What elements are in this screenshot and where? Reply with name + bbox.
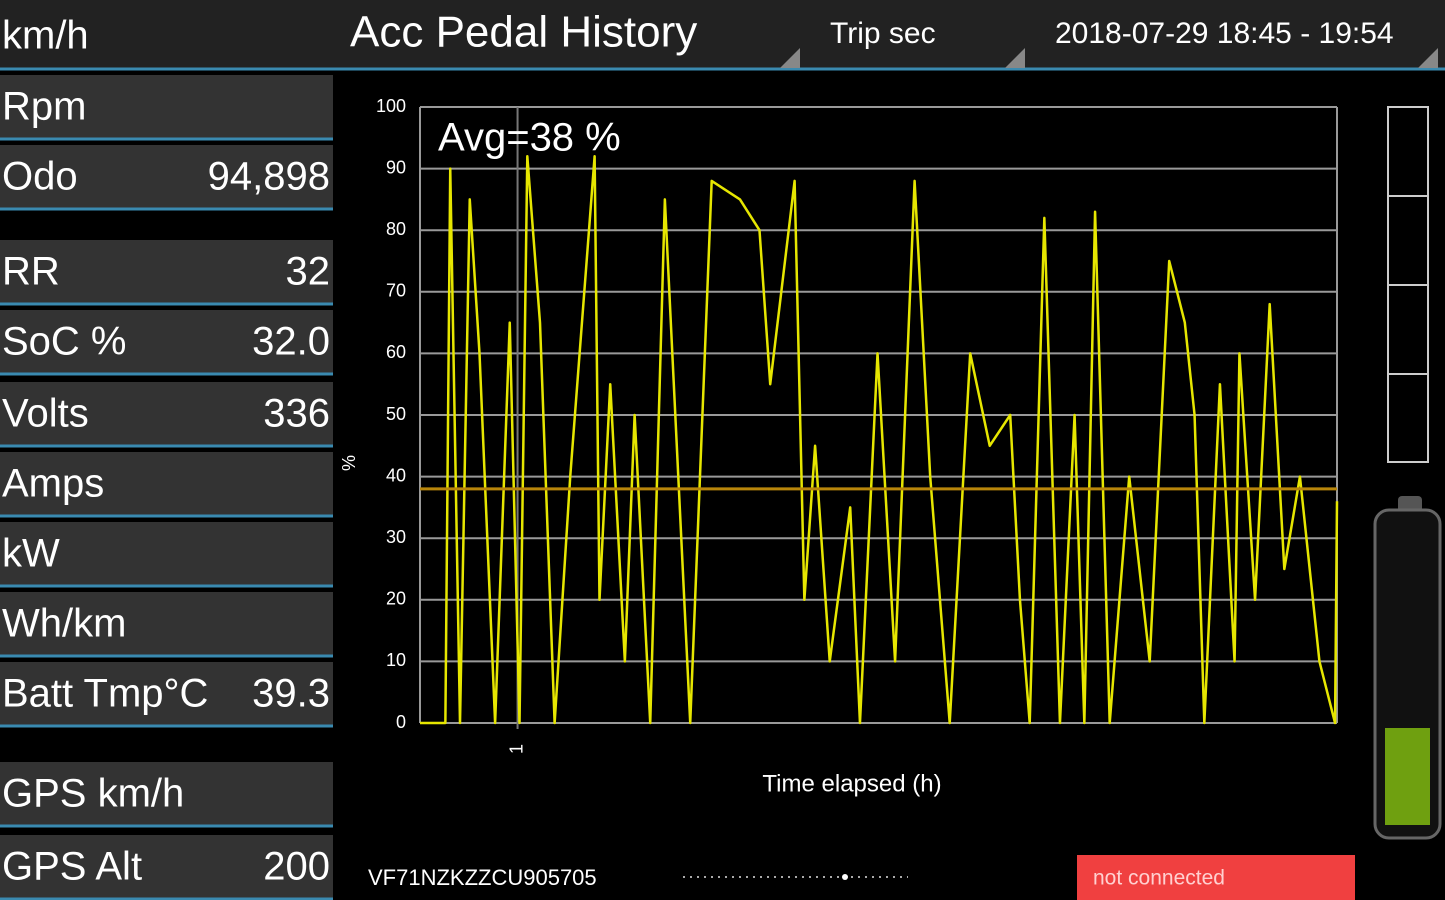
y-tick-label: 50 <box>386 404 406 424</box>
row-value: 39.3 <box>252 672 330 716</box>
row-label: Odo <box>2 155 78 199</box>
speed-unit[interactable]: km/h <box>2 14 89 58</box>
row-label: Wh/km <box>2 602 126 646</box>
x-tick-label: 1 <box>506 744 526 754</box>
row-label: Rpm <box>2 85 86 129</box>
chart: 0 10 20 30 40 50 60 70 80 90 100 1% Time elapsed (h)… <box>339 96 1339 797</box>
row-value: 200 <box>263 845 330 889</box>
row-label: GPS km/h <box>2 772 184 816</box>
screen-title[interactable]: Acc Pedal History <box>350 8 697 57</box>
panel-row <box>0 382 333 445</box>
page-indicator-dot <box>842 874 848 880</box>
battery-level <box>1385 728 1430 825</box>
side-panel: Rpm Odo 94,898 RR 32 SoC % 32.0 Volts 336 Amps kW W… <box>0 75 333 900</box>
row-label: Volts <box>2 392 89 436</box>
panel-row <box>0 762 333 825</box>
row-value: 32.0 <box>252 320 330 364</box>
row-label: Batt Tmp°C <box>2 672 208 716</box>
panel-row <box>0 452 333 515</box>
dropdown-corner <box>780 48 800 68</box>
row-value: 336 <box>263 392 330 436</box>
y-axis-label: % <box>339 455 359 471</box>
y-tick-label: 30 <box>386 527 406 547</box>
row-label: SoC % <box>2 320 127 364</box>
panel-row <box>0 835 333 898</box>
average-annotation: Avg=38 % <box>438 116 621 160</box>
y-tick-label: 0 <box>396 712 406 732</box>
data-line <box>420 155 1339 725</box>
header-bar <box>0 0 1445 68</box>
panel-row <box>0 240 333 303</box>
y-tick-label: 90 <box>386 157 406 177</box>
time-range[interactable]: 2018-07-29 18:45 - 19:54 <box>1055 17 1394 50</box>
mode-selector[interactable]: Trip sec <box>830 17 936 50</box>
panel-row <box>0 75 333 138</box>
y-tick-label: 100 <box>376 96 406 116</box>
vin: VF71NZKZZCU905705 <box>368 865 597 890</box>
status-box[interactable] <box>1077 855 1355 900</box>
dropdown-corner <box>1005 48 1025 68</box>
panel-row <box>0 145 333 208</box>
row-label: RR <box>2 250 60 294</box>
y-tick-label: 20 <box>386 589 406 609</box>
panel-row <box>0 522 333 585</box>
row-value: 32 <box>286 250 331 294</box>
panel-row <box>0 592 333 655</box>
y-tick-label: 70 <box>386 281 406 301</box>
y-tick-label: 60 <box>386 342 406 362</box>
y-tick-label: 80 <box>386 219 406 239</box>
battery-cap <box>1398 496 1422 512</box>
y-tick-label: 10 <box>386 650 406 670</box>
row-label: Amps <box>2 462 104 506</box>
row-value: 94,898 <box>208 155 330 199</box>
x-axis-label: Time elapsed (h) <box>762 770 941 797</box>
panel-row <box>0 310 333 373</box>
connection-status[interactable]: not connected <box>1093 867 1225 890</box>
row-label: GPS Alt <box>2 845 142 889</box>
dropdown-corner <box>1418 48 1438 68</box>
y-tick-label: 40 <box>386 465 406 485</box>
panel-row <box>0 662 333 725</box>
row-label: kW <box>2 532 60 576</box>
